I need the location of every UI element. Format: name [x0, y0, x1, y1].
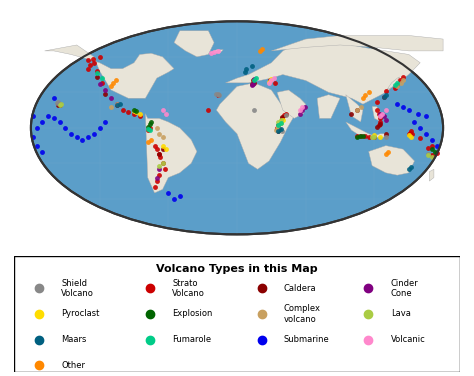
- Polygon shape: [226, 42, 420, 104]
- Text: Volcano Types in this Map: Volcano Types in this Map: [156, 264, 318, 274]
- Ellipse shape: [31, 21, 443, 234]
- Polygon shape: [277, 90, 306, 118]
- Polygon shape: [429, 169, 434, 181]
- FancyBboxPatch shape: [14, 256, 460, 372]
- Text: Caldera: Caldera: [284, 284, 317, 293]
- Polygon shape: [346, 122, 386, 137]
- Polygon shape: [271, 35, 443, 51]
- Text: Cinder
Cone: Cinder Cone: [391, 279, 419, 298]
- Polygon shape: [372, 106, 381, 121]
- Text: Pyroclast: Pyroclast: [61, 309, 100, 318]
- Text: Other: Other: [61, 361, 85, 370]
- Text: Shield
Volcano: Shield Volcano: [61, 279, 94, 298]
- Polygon shape: [174, 31, 214, 57]
- Text: Volcanic: Volcanic: [391, 335, 426, 344]
- Polygon shape: [386, 77, 400, 91]
- Text: Submarine: Submarine: [284, 335, 329, 344]
- Polygon shape: [45, 45, 174, 98]
- Text: Explosion: Explosion: [173, 309, 213, 318]
- Polygon shape: [369, 146, 414, 175]
- Text: Strato
Volcano: Strato Volcano: [173, 279, 205, 298]
- Text: Maars: Maars: [61, 335, 86, 344]
- Polygon shape: [346, 95, 363, 122]
- Text: Lava: Lava: [391, 309, 410, 318]
- Polygon shape: [317, 95, 340, 118]
- Polygon shape: [209, 50, 223, 53]
- Text: Complex
volcano: Complex volcano: [284, 304, 321, 324]
- Polygon shape: [217, 83, 294, 169]
- Polygon shape: [146, 114, 197, 193]
- Text: Fumarole: Fumarole: [173, 335, 211, 344]
